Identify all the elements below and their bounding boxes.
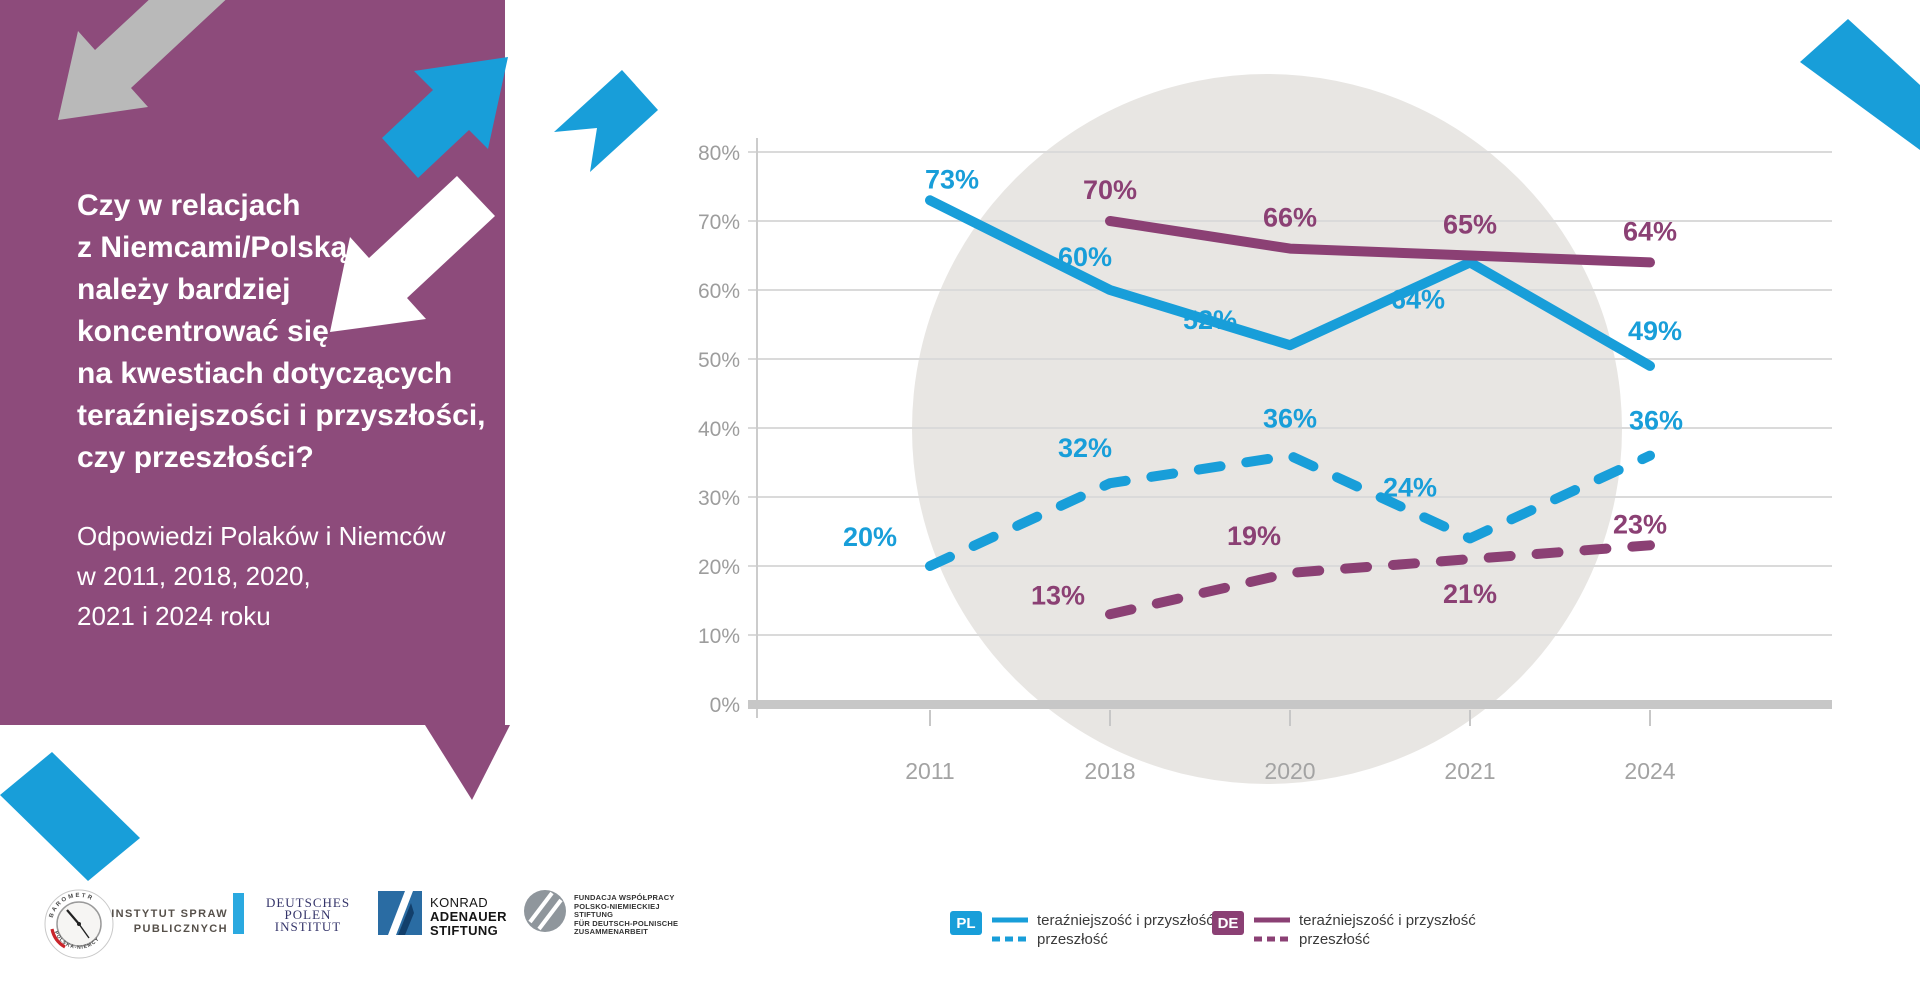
data-point-label: 21%	[1443, 579, 1497, 609]
kas-logo	[378, 891, 422, 935]
data-point-label: 66%	[1263, 203, 1317, 233]
data-point-label: 36%	[1263, 404, 1317, 434]
data-point-label: 49%	[1628, 316, 1682, 346]
dpi-logo-text: DEUTSCHES POLEN INSTITUT	[265, 895, 351, 934]
data-point-label: 64%	[1391, 284, 1445, 314]
series-line	[925, 195, 1655, 371]
series-line	[925, 450, 1655, 571]
de-legend-dashed-label: przeszłość	[1299, 931, 1370, 948]
pl-line-samples	[992, 917, 1028, 942]
y-axis-label: 60%	[698, 280, 740, 303]
legend-group-pl: PL teraźniejszość i przyszłość przeszłoś…	[950, 911, 1214, 949]
data-point-label: 64%	[1623, 216, 1677, 246]
x-axis-label: 2011	[905, 758, 954, 784]
isp-blue-bar	[233, 893, 244, 934]
y-axis-label: 0%	[710, 694, 740, 717]
pl-badge: PL	[950, 911, 982, 935]
data-point-label: 24%	[1383, 472, 1437, 502]
y-axis-label: 80%	[698, 142, 740, 165]
pl-legend-solid-label: teraźniejszość i przyszłość	[1037, 912, 1214, 929]
x-axis-label: 2024	[1624, 758, 1675, 784]
data-point-label: 70%	[1083, 175, 1137, 205]
x-axis-baseline	[748, 700, 1832, 709]
x-axis-label: 2018	[1084, 758, 1135, 784]
x-axis-label: 2021	[1444, 758, 1495, 784]
data-point-label: 36%	[1629, 406, 1683, 436]
de-line-samples	[1254, 917, 1290, 942]
kas-logo-text: KONRAD ADENAUER STIFTUNG	[430, 895, 507, 938]
data-point-label: 23%	[1613, 509, 1667, 539]
de-badge: DE	[1212, 911, 1244, 935]
de-legend-solid-label: teraźniejszość i przyszłość	[1299, 912, 1476, 929]
clock-hand-icon	[66, 909, 80, 925]
data-point-label: 19%	[1227, 521, 1281, 551]
data-point-label: 13%	[1031, 580, 1085, 610]
y-axis-label: 20%	[698, 556, 740, 579]
y-axis-label: 10%	[698, 625, 740, 648]
fwpn-logo-text: FUNDACJA WSPÓŁPRACY POLSKO-NIEMIECKIEJ STI…	[574, 893, 679, 937]
y-axis-label: 50%	[698, 349, 740, 372]
x-axis-label: 2020	[1264, 758, 1315, 784]
legend-group-de: DE teraźniejszość i przyszłość przeszłoś…	[1212, 911, 1476, 949]
y-axis-label: 40%	[698, 418, 740, 441]
y-axis-label: 30%	[698, 487, 740, 510]
barometr-logo: BAROMETR POLSKA-NIEMCY	[44, 889, 114, 959]
pl-legend-dashed-label: przeszłość	[1037, 931, 1108, 948]
series-line	[1105, 540, 1655, 620]
red-arc	[50, 928, 66, 949]
subtitle-text: Odpowiedzi Polaków i Niemców w 2011, 2018…	[77, 521, 446, 631]
data-point-label: 20%	[843, 522, 897, 552]
data-point-label: 65%	[1443, 210, 1497, 240]
data-point-label: 60%	[1058, 242, 1112, 272]
data-point-label: 52%	[1183, 305, 1237, 335]
data-point-label: 73%	[925, 164, 979, 194]
series-line	[1105, 216, 1655, 268]
y-axis-label: 70%	[698, 211, 740, 234]
question-text: Czy w relacjach z Niemcami/Polską należy b…	[77, 189, 486, 474]
isp-logo-text: INSTYTUT SPRAW PUBLICZNYCH	[111, 908, 228, 935]
fwpn-logo	[524, 890, 566, 932]
data-point-label: 32%	[1058, 433, 1112, 463]
